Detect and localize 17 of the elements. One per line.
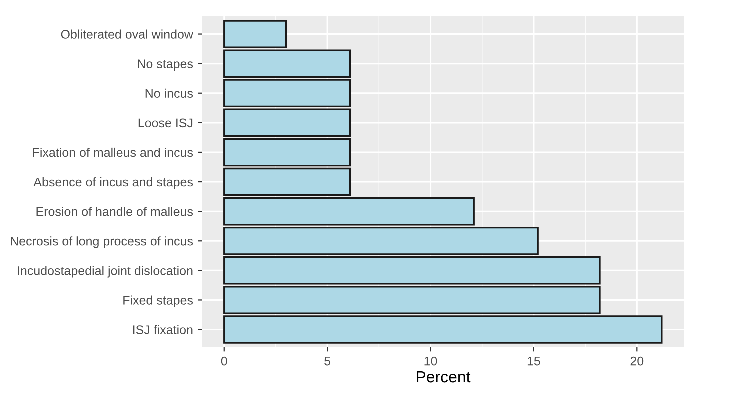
y-tick-label: No incus [146,88,194,98]
y-tick-label: ISJ fixation [133,325,193,334]
x-tick-label: 20 [630,356,644,366]
x-tick-label: 5 [324,356,331,366]
y-tick-label: Necrosis of long process of incus [11,236,194,248]
y-tick-label: Fixed stapes [124,296,194,308]
y-tick-label: Incudostapedial joint dislocation [18,266,193,278]
x-tick-label: 15 [528,356,540,366]
x-axis-title: Percent [417,372,471,383]
y-tick-label: No stapes [138,60,194,71]
y-tick-label: Fixation of malleus and incus [33,148,194,158]
y-tick-label: Loose ISJ [138,118,193,128]
y-tick-label: Obliterated oval window [61,30,194,39]
y-tick-label: Erosion of handle of malleus [36,207,194,216]
x-tick-label: 0 [221,356,228,366]
y-tick-label: Absence of incus and stapes [34,178,194,190]
x-tick-label: 10 [424,356,438,366]
